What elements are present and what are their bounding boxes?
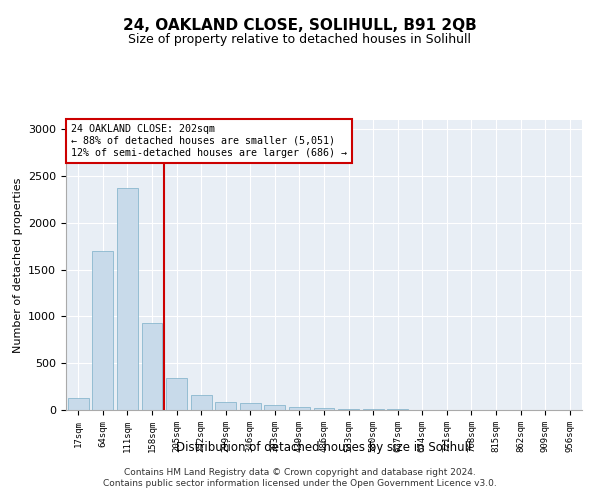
Bar <box>338 408 359 410</box>
Text: Size of property relative to detached houses in Solihull: Size of property relative to detached ho… <box>128 32 472 46</box>
Text: 24, OAKLAND CLOSE, SOLIHULL, B91 2QB: 24, OAKLAND CLOSE, SOLIHULL, B91 2QB <box>123 18 477 32</box>
Bar <box>362 409 383 410</box>
Y-axis label: Number of detached properties: Number of detached properties <box>13 178 23 352</box>
Text: Contains public sector information licensed under the Open Government Licence v3: Contains public sector information licen… <box>103 480 497 488</box>
Bar <box>215 402 236 410</box>
Text: Distribution of detached houses by size in Solihull: Distribution of detached houses by size … <box>176 441 472 454</box>
Bar <box>240 404 261 410</box>
Bar <box>314 408 334 410</box>
Bar <box>191 394 212 410</box>
Bar <box>265 406 286 410</box>
Bar <box>117 188 138 410</box>
Bar <box>68 398 89 410</box>
Text: 24 OAKLAND CLOSE: 202sqm
← 88% of detached houses are smaller (5,051)
12% of sem: 24 OAKLAND CLOSE: 202sqm ← 88% of detach… <box>71 124 347 158</box>
Bar <box>142 323 163 410</box>
Bar <box>92 251 113 410</box>
Bar <box>166 378 187 410</box>
Bar <box>289 407 310 410</box>
Text: Contains HM Land Registry data © Crown copyright and database right 2024.: Contains HM Land Registry data © Crown c… <box>124 468 476 477</box>
